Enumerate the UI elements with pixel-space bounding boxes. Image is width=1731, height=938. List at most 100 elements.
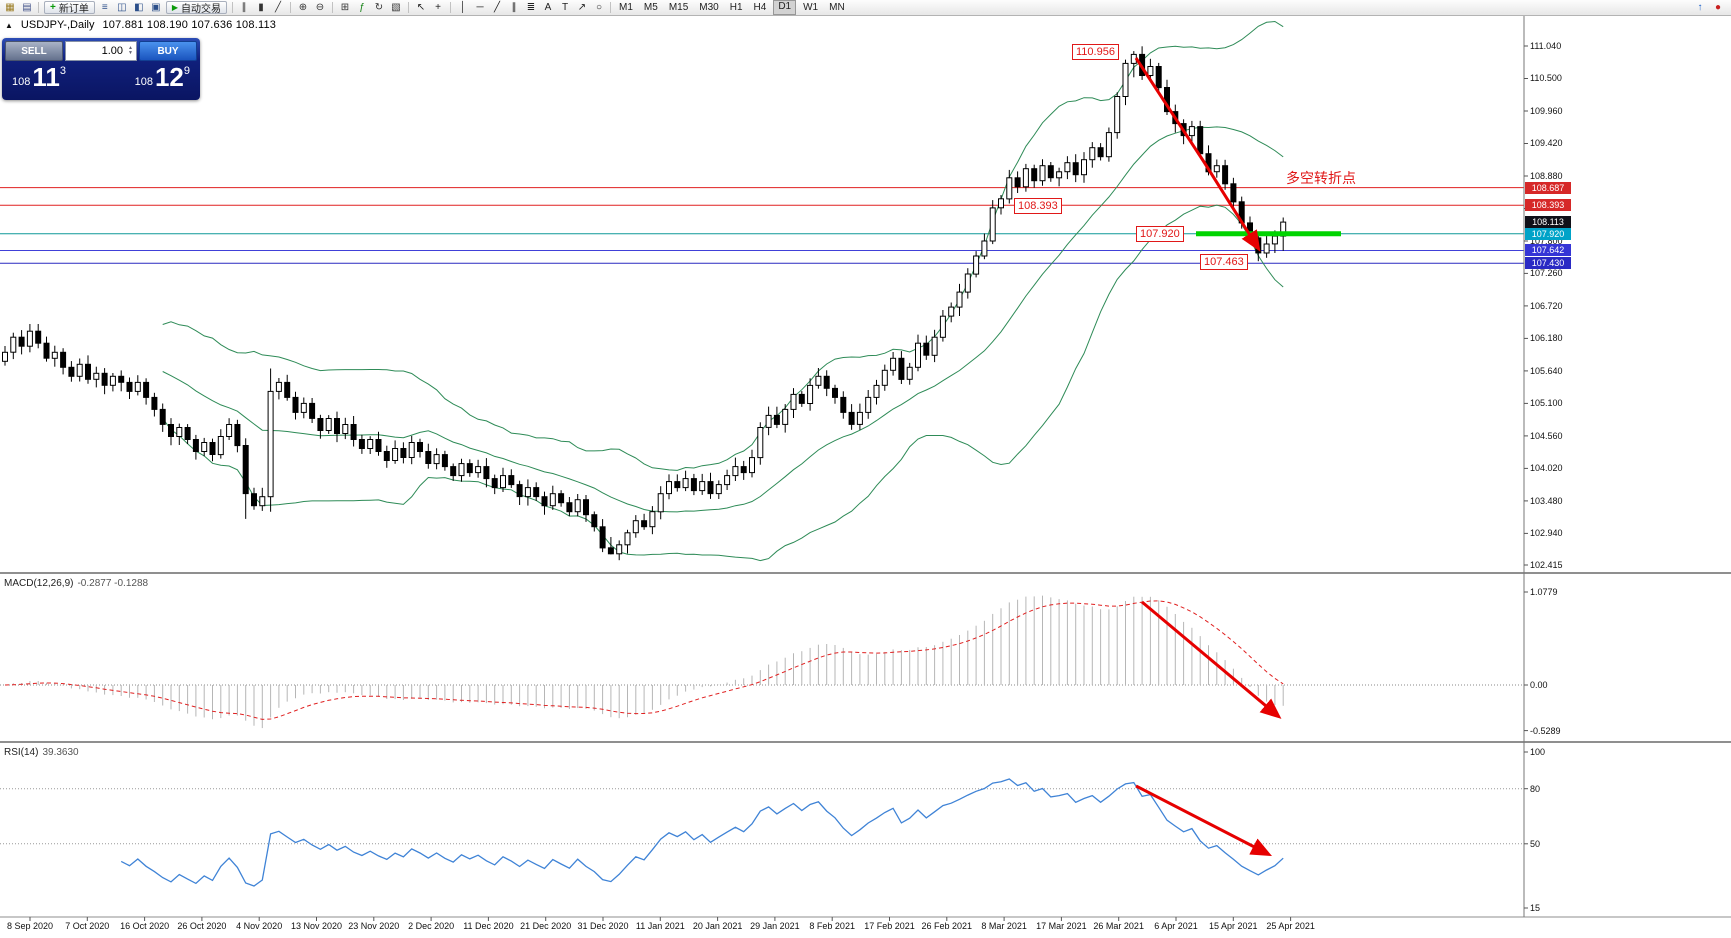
timeframe-mn-button[interactable]: MN xyxy=(829,2,845,13)
terminal-icon[interactable]: ▣ xyxy=(151,2,161,13)
timeframe-w1-button[interactable]: W1 xyxy=(803,2,819,13)
time-axis-label[interactable]: 2 Dec 2020 xyxy=(408,921,455,931)
line-chart-icon[interactable]: ╱ xyxy=(274,2,282,13)
volume-spinner[interactable]: ▲ ▼ xyxy=(125,46,136,56)
volume-box: ▲ ▼ xyxy=(65,41,137,61)
indicators-icon[interactable]: ƒ xyxy=(359,2,365,13)
chart-shift-icon[interactable]: ● xyxy=(1714,2,1722,13)
time-axis-label[interactable]: 23 Nov 2020 xyxy=(348,921,400,931)
text-icon[interactable]: A xyxy=(544,2,552,13)
price-tag[interactable]: 108.113 xyxy=(1525,216,1571,229)
data-window-icon[interactable]: ◫ xyxy=(117,2,127,13)
label-icon[interactable]: T xyxy=(561,2,569,13)
time-axis-label[interactable]: 8 Feb 2021 xyxy=(809,921,855,931)
timeframe-m30-button[interactable]: M30 xyxy=(699,2,719,13)
time-axis-label[interactable]: 6 Apr 2021 xyxy=(1154,921,1198,931)
time-axis-label[interactable]: 11 Dec 2020 xyxy=(463,921,514,931)
scroll-to-end-icon[interactable]: ↑ xyxy=(1697,2,1703,13)
trendline-icon[interactable]: ╱ xyxy=(493,2,501,13)
time-axis-label[interactable]: 8 Mar 2021 xyxy=(981,921,1027,931)
macd-axis-label: 1.0779 xyxy=(1530,586,1558,597)
vertical-line-icon[interactable]: │ xyxy=(459,2,467,13)
time-axis-label[interactable]: 17 Feb 2021 xyxy=(864,921,915,931)
time-axis-label[interactable]: 17 Mar 2021 xyxy=(1036,921,1087,931)
shapes-icon[interactable]: ○ xyxy=(595,2,603,13)
ask-prefix: 108 xyxy=(134,76,153,88)
ohlc-bars-icon[interactable]: ∥ xyxy=(241,2,247,13)
downtrend-arrow[interactable] xyxy=(1134,57,1261,252)
price-axis-label: 105.100 xyxy=(1530,398,1563,409)
time-axis-label[interactable]: 4 Nov 2020 xyxy=(236,921,283,931)
crosshair-icon[interactable]: + xyxy=(435,2,441,13)
sell-button[interactable]: SELL xyxy=(5,41,63,61)
spinner-up-icon[interactable]: ▲ xyxy=(128,45,133,51)
tile-windows-icon[interactable]: ⊞ xyxy=(340,2,350,13)
rsi-downtrend-arrow[interactable] xyxy=(1135,784,1273,857)
timeframe-h1-button[interactable]: H1 xyxy=(729,2,743,13)
toolbar-separator xyxy=(290,2,291,13)
macd-panel[interactable] xyxy=(0,595,1524,729)
price-tag[interactable]: 108.687 xyxy=(1525,181,1571,194)
cursor-icon[interactable]: ↖ xyxy=(416,2,426,13)
rsi-panel[interactable] xyxy=(0,778,1524,887)
candlestick-chart-icon[interactable]: ▮ xyxy=(258,2,264,13)
time-axis-label[interactable]: 25 Apr 2021 xyxy=(1266,921,1315,931)
low-price-annotation[interactable]: 107.463 xyxy=(1200,254,1248,270)
timeframe-m1-button[interactable]: M1 xyxy=(619,2,633,13)
bid-price: 108 11 3 xyxy=(12,63,66,91)
time-axis-label[interactable]: 29 Jan 2021 xyxy=(750,921,800,931)
time-axis-label[interactable]: 8 Sep 2020 xyxy=(6,921,54,931)
horizontal-level-lines[interactable] xyxy=(0,187,1524,264)
time-axis-label[interactable]: 31 Dec 2020 xyxy=(577,921,629,931)
time-axis-label[interactable]: 7 Oct 2020 xyxy=(65,921,110,931)
timeframe-m5-button[interactable]: M5 xyxy=(643,2,658,13)
time-axis-label[interactable]: 20 Jan 2021 xyxy=(692,921,743,931)
time-axis-label[interactable]: 11 Jan 2021 xyxy=(635,921,685,931)
turning-point-note[interactable]: 多空转折点 xyxy=(1286,170,1356,186)
arrow-tool-icon[interactable]: ↗ xyxy=(577,2,587,13)
resistance-price-annotation[interactable]: 108.393 xyxy=(1014,198,1062,214)
fibonacci-icon[interactable]: ≣ xyxy=(526,2,536,13)
support-price-annotation[interactable]: 107.920 xyxy=(1136,226,1184,242)
period-refresh-icon[interactable]: ↻ xyxy=(374,2,384,13)
rsi-axis-label: 80 xyxy=(1530,783,1541,794)
navigator-icon[interactable]: ◧ xyxy=(134,2,144,13)
trend-arrows[interactable] xyxy=(1134,57,1282,857)
channel-icon[interactable]: ∥ xyxy=(511,2,517,13)
price-tag[interactable]: 108.393 xyxy=(1525,199,1571,212)
time-axis-label[interactable]: 26 Oct 2020 xyxy=(177,921,227,931)
zoom-out-icon[interactable]: ⊖ xyxy=(315,2,325,13)
time-axis-label[interactable]: 13 Nov 2020 xyxy=(290,921,343,931)
time-axis-label[interactable]: 16 Oct 2020 xyxy=(120,921,170,931)
time-axis-label[interactable]: 26 Feb 2021 xyxy=(921,921,973,931)
peak-price-annotation[interactable]: 110.956 xyxy=(1072,44,1119,60)
chart-canvas[interactable] xyxy=(0,16,1731,938)
chart-profiles-icon[interactable]: ▤ xyxy=(22,2,32,13)
price-tag[interactable]: 107.920 xyxy=(1525,227,1571,240)
price-tag[interactable]: 107.430 xyxy=(1525,257,1571,270)
new-chart-icon[interactable]: ▦ xyxy=(5,2,15,13)
macd-downtrend-arrow[interactable] xyxy=(1141,600,1282,719)
auto-trading-button[interactable]: ▶ 自动交易 xyxy=(165,1,227,15)
timeframe-h4-button[interactable]: H4 xyxy=(753,2,767,13)
zoom-in-icon[interactable]: ⊕ xyxy=(298,2,308,13)
market-watch-icon[interactable]: ≡ xyxy=(101,2,108,13)
price-axis-label: 107.260 xyxy=(1530,268,1563,279)
spinner-down-icon[interactable]: ▼ xyxy=(128,50,133,56)
bollinger-bands[interactable] xyxy=(162,20,1284,562)
one-click-panel-arrow-icon[interactable]: ▲ xyxy=(5,20,13,30)
horizontal-line-icon[interactable]: ─ xyxy=(476,2,484,13)
buy-button[interactable]: BUY xyxy=(139,41,197,61)
templates-icon[interactable]: ▧ xyxy=(391,2,401,13)
timeframe-d1-button[interactable]: D1 xyxy=(773,0,797,15)
axes[interactable] xyxy=(0,16,1731,921)
volume-input[interactable] xyxy=(66,42,125,60)
time-axis-label[interactable]: 26 Mar 2021 xyxy=(1093,921,1144,931)
price-tag[interactable]: 107.642 xyxy=(1525,244,1571,257)
time-axis-label[interactable]: 15 Apr 2021 xyxy=(1209,921,1258,931)
timeframe-m15-button[interactable]: M15 xyxy=(668,2,689,13)
time-axis-label[interactable]: 21 Dec 2020 xyxy=(520,921,572,931)
new-order-button[interactable]: + 新订单 xyxy=(44,1,95,15)
price-axis-label: 103.480 xyxy=(1530,495,1563,506)
